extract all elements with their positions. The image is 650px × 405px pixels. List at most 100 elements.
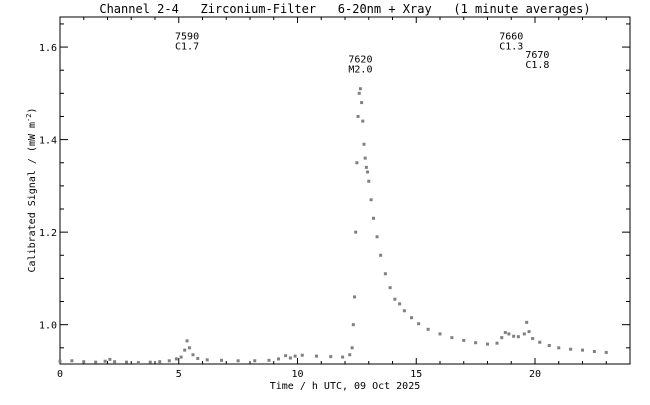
data-point — [375, 235, 379, 239]
data-point — [315, 354, 318, 358]
data-point — [462, 338, 466, 342]
data-point — [284, 354, 288, 358]
data-point — [167, 359, 171, 363]
data-point — [527, 330, 531, 334]
data-point — [402, 309, 406, 313]
x-tick-label: 0 — [57, 369, 63, 380]
data-point — [293, 354, 297, 358]
data-point — [136, 361, 140, 365]
flare-id-label: 7660 — [499, 31, 523, 42]
data-point — [388, 286, 392, 290]
flare-id-label: 7620 — [348, 55, 372, 66]
data-point — [148, 360, 152, 364]
data-point — [604, 350, 608, 354]
x-tick-label: 10 — [291, 369, 303, 380]
data-point — [108, 357, 112, 361]
data-point — [438, 332, 442, 336]
y-tick-label: 1.6 — [39, 43, 57, 54]
data-point — [507, 332, 511, 336]
data-point — [125, 360, 128, 364]
data-point — [366, 170, 370, 174]
data-point — [351, 323, 355, 327]
data-point — [341, 355, 345, 359]
data-point — [353, 295, 356, 299]
data-point — [357, 91, 361, 95]
data-point — [267, 358, 271, 362]
data-point — [220, 358, 223, 362]
data-point — [356, 114, 360, 118]
data-point — [179, 355, 183, 359]
flare-class-label: C1.8 — [525, 60, 549, 71]
data-point — [348, 353, 352, 357]
data-point — [547, 343, 551, 347]
y-tick-label: 1.2 — [39, 228, 57, 239]
data-point — [410, 316, 413, 320]
y-tick-label: 1.0 — [39, 321, 57, 332]
data-point — [592, 350, 596, 354]
data-point — [58, 359, 62, 363]
data-point — [360, 101, 364, 105]
data-point — [236, 359, 240, 363]
data-point — [205, 358, 209, 362]
x-tick-label: 5 — [176, 369, 182, 380]
data-point — [70, 359, 74, 363]
data-point — [361, 119, 365, 123]
data-point — [393, 297, 397, 301]
data-point — [538, 340, 542, 344]
data-point — [372, 216, 375, 220]
data-point — [369, 198, 373, 202]
data-point — [358, 87, 362, 91]
data-point — [486, 342, 489, 346]
data-point — [288, 356, 292, 360]
data-point — [196, 356, 200, 360]
data-point — [183, 348, 187, 352]
data-point — [417, 322, 421, 326]
data-point — [364, 165, 368, 169]
data-point — [569, 347, 573, 351]
data-point — [362, 142, 366, 146]
data-point — [253, 359, 257, 363]
data-point — [522, 332, 526, 336]
chart-title: Channel 2-4 Zirconium-Filter 6-20nm + Xr… — [99, 2, 590, 16]
data-point — [531, 337, 535, 341]
data-point — [367, 179, 371, 183]
flare-class-label: C1.7 — [175, 41, 199, 52]
y-tick-label: 1.4 — [39, 136, 57, 147]
data-point — [174, 357, 178, 361]
data-point — [350, 346, 354, 350]
data-point — [450, 336, 454, 340]
data-point — [191, 353, 195, 357]
data-point — [363, 156, 367, 160]
data-point — [379, 253, 383, 257]
data-point — [516, 335, 520, 339]
data-point — [277, 357, 280, 361]
data-point — [82, 360, 86, 364]
data-point — [398, 302, 402, 306]
y-axis-label-main: Calibrated Signal / (mW m — [27, 122, 38, 273]
data-point — [525, 320, 529, 324]
data-point — [383, 272, 387, 276]
data-point — [300, 353, 304, 357]
data-point — [185, 339, 189, 343]
flare-id-label: 7670 — [525, 50, 549, 61]
data-point — [581, 348, 584, 352]
flare-class-label: M2.0 — [348, 65, 372, 76]
data-points — [58, 87, 608, 365]
data-point — [329, 355, 333, 359]
data-point — [557, 346, 561, 350]
x-tick-label: 20 — [529, 369, 541, 380]
flare-class-label: C1.3 — [499, 41, 523, 52]
data-point — [94, 360, 98, 364]
flare-id-label: 7590 — [175, 31, 199, 42]
y-axis-label: Calibrated Signal / (mW m-2) — [25, 108, 38, 273]
data-point — [158, 360, 162, 364]
data-point — [512, 334, 516, 338]
data-point — [355, 161, 359, 165]
data-point — [474, 341, 478, 345]
data-point — [187, 346, 191, 350]
y-axis-label-sup: -2 — [25, 114, 33, 122]
data-point — [500, 336, 504, 340]
